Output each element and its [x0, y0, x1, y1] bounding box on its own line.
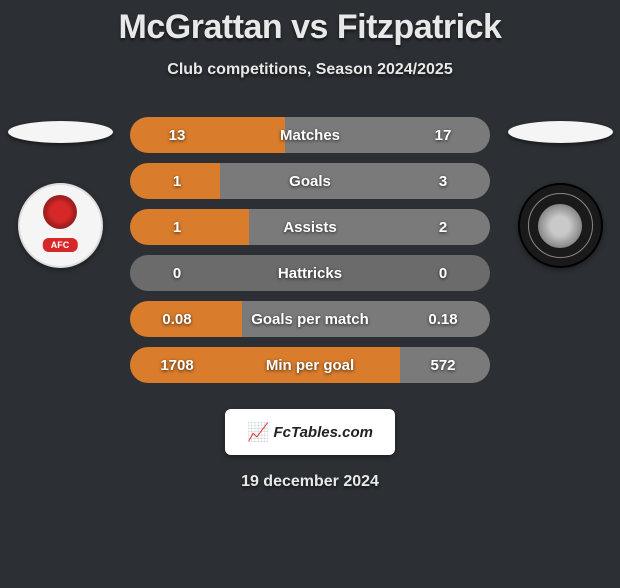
stat-right-value: 3: [400, 173, 490, 190]
content-row: 13Matches171Goals31Assists20Hattricks00.…: [0, 117, 620, 393]
stat-row: 0.08Goals per match0.18: [130, 301, 490, 337]
stat-right-value: 17: [400, 127, 490, 144]
stat-row: 1Goals3: [130, 163, 490, 199]
stat-label: Goals per match: [220, 311, 400, 328]
left-player-col: [0, 117, 120, 268]
stat-left-value: 1: [130, 219, 220, 236]
stat-right-value: 0.18: [400, 311, 490, 328]
left-player-silhouette: [8, 121, 113, 143]
stat-left-value: 13: [130, 127, 220, 144]
stats-column: 13Matches171Goals31Assists20Hattricks00.…: [120, 117, 500, 393]
stat-left-value: 0.08: [130, 311, 220, 328]
right-player-col: [500, 117, 620, 268]
stat-left-value: 1708: [130, 357, 220, 374]
stat-right-value: 572: [400, 357, 490, 374]
stat-label: Min per goal: [220, 357, 400, 374]
stat-right-value: 2: [400, 219, 490, 236]
brand-text: FcTables.com: [273, 424, 372, 441]
date-label: 19 december 2024: [0, 473, 620, 491]
chart-icon: 📈: [247, 422, 269, 443]
right-club-badge-icon: [518, 183, 603, 268]
stat-label: Assists: [220, 219, 400, 236]
page-title: McGrattan vs Fitzpatrick: [0, 8, 620, 47]
brand-logo[interactable]: 📈 FcTables.com: [225, 409, 395, 455]
stat-label: Goals: [220, 173, 400, 190]
stat-label: Matches: [220, 127, 400, 144]
stat-left-value: 1: [130, 173, 220, 190]
right-player-silhouette: [508, 121, 613, 143]
stat-row: 1708Min per goal572: [130, 347, 490, 383]
stat-row: 0Hattricks0: [130, 255, 490, 291]
stat-right-value: 0: [400, 265, 490, 282]
stat-label: Hattricks: [220, 265, 400, 282]
subtitle: Club competitions, Season 2024/2025: [0, 61, 620, 79]
stat-row: 13Matches17: [130, 117, 490, 153]
stat-left-value: 0: [130, 265, 220, 282]
left-club-badge-icon: [18, 183, 103, 268]
stat-row: 1Assists2: [130, 209, 490, 245]
